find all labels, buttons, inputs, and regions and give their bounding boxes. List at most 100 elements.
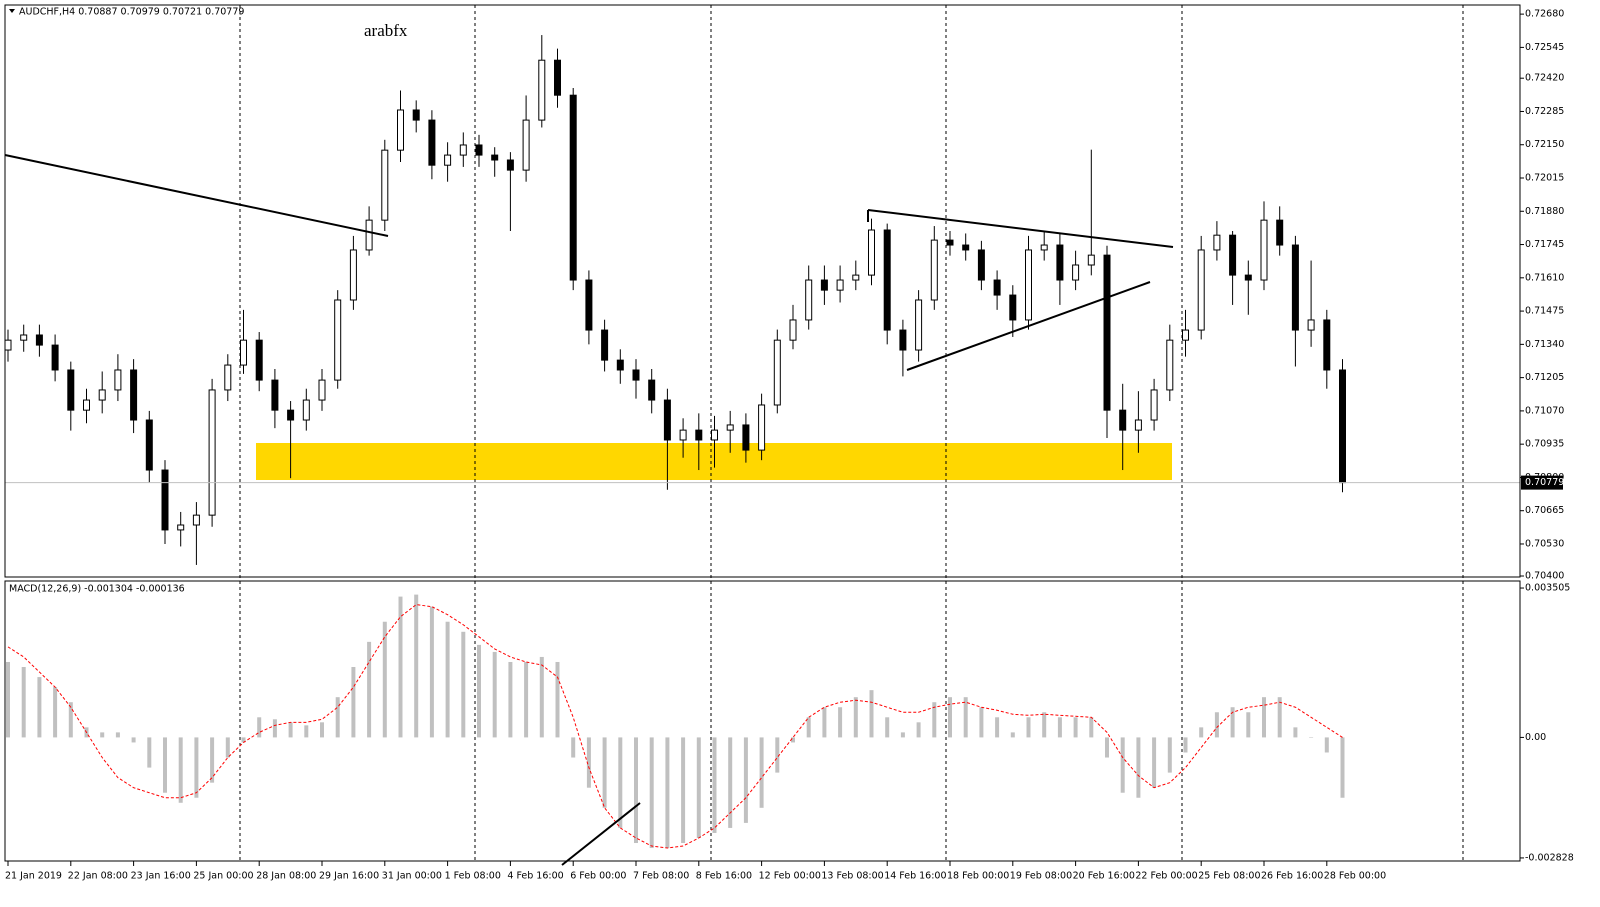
candle-body (1056, 244, 1064, 281)
candle-body (35, 334, 43, 346)
trend-line (561, 802, 641, 866)
macd-bar (21, 667, 26, 738)
candle-body (742, 424, 750, 451)
macd-bar (1057, 717, 1062, 738)
signal-line (7, 604, 1343, 849)
macd-bar (225, 737, 230, 758)
candle-body (632, 369, 640, 381)
macd-bar (241, 737, 246, 743)
macd-bar (539, 656, 544, 738)
candle-body (130, 369, 138, 421)
x-tick-label: 23 Jan 16:00 (131, 871, 191, 882)
macd-bar (382, 621, 387, 738)
macd-bar (1073, 717, 1078, 738)
plot (4, 35, 1520, 849)
candle-body (318, 379, 326, 401)
macd-bar (147, 737, 152, 768)
macd-bar (210, 737, 215, 783)
panel-marker (9, 9, 15, 13)
candle-body (334, 299, 342, 381)
macd-bar (100, 732, 105, 738)
candle-body (1025, 249, 1032, 321)
macd-bar (618, 737, 623, 828)
x-tick-label: 22 Jan 08:00 (68, 871, 128, 882)
macd-bar (477, 644, 481, 738)
macd-bar (53, 687, 58, 738)
macd-bar (555, 661, 560, 738)
macd-bar (743, 737, 748, 823)
macd-bar (649, 737, 654, 849)
x-tick-label: 28 Feb 00:00 (1324, 871, 1386, 882)
x-tick-label: 25 Feb 08:00 (1198, 871, 1260, 882)
macd-bar (681, 737, 686, 844)
candle-body (1103, 254, 1111, 411)
macd-bar (1214, 712, 1219, 738)
candle-body (1182, 329, 1189, 341)
candle-body (1119, 409, 1127, 431)
macd-bar (759, 737, 764, 808)
macd-bar (712, 737, 717, 833)
candle-body (1009, 294, 1017, 321)
macd-bar (1246, 712, 1251, 738)
candle-body (758, 404, 766, 451)
candle-body (1339, 369, 1346, 484)
macd-panel-frame (4, 580, 1521, 862)
candle-body (1150, 389, 1158, 421)
y-tick-label: 0.71340 (1525, 339, 1564, 350)
candle-body (114, 369, 122, 391)
drawings (4, 154, 1174, 866)
candle-body (224, 364, 232, 391)
y-tick-label: 0.71475 (1525, 306, 1564, 317)
candle-body (4, 339, 12, 351)
candle-body (302, 399, 310, 421)
candle-body (1291, 244, 1299, 331)
macd-bar (885, 717, 890, 738)
macd-bar (335, 697, 340, 738)
macd-bar (1089, 717, 1094, 738)
macd-bar (1136, 737, 1141, 798)
candle-body (459, 144, 467, 156)
macd-bar (163, 737, 167, 793)
candle-body (569, 94, 577, 281)
macd-bar (979, 707, 984, 738)
candle-body (1276, 219, 1284, 246)
current-price-box (1521, 475, 1563, 490)
macd-bar (1120, 737, 1125, 793)
y-tick-label: 0.71610 (1525, 272, 1564, 283)
y-tick-label: 0.71070 (1525, 405, 1564, 416)
macd-bar (1042, 712, 1047, 738)
candle-body (491, 154, 499, 161)
x-tick-label: 21 Jan 2019 (5, 871, 62, 882)
y-tick-label: 0.00 (1525, 732, 1546, 743)
macd-bar (37, 677, 42, 738)
candle-body (192, 514, 200, 526)
y-tick-label: 0.72420 (1525, 73, 1564, 84)
candle-body (51, 344, 59, 371)
macd-bar (524, 661, 529, 738)
candle-body (1323, 319, 1331, 371)
y-tick-label: 0.70400 (1525, 571, 1564, 582)
trend-line (4, 154, 389, 237)
macd-bar (948, 697, 952, 738)
x-tick-label: 13 Feb 08:00 (821, 871, 883, 882)
macd-bar (1010, 732, 1015, 738)
candle-body (1072, 264, 1080, 281)
x-tick-label: 28 Jan 08:00 (256, 871, 316, 882)
candle-body (773, 339, 781, 406)
candle-body (695, 429, 703, 441)
macd-bar (869, 690, 874, 738)
macd-bar (696, 737, 701, 838)
macd-bar (1230, 707, 1235, 738)
macd-bar (398, 596, 403, 738)
macd-bar (1105, 737, 1109, 758)
macd-bar (1152, 737, 1157, 788)
macd-bar (571, 737, 576, 758)
candle-body (820, 279, 828, 291)
macd-bar (68, 702, 73, 738)
macd-bar (445, 621, 450, 738)
candle-body (899, 329, 907, 351)
y-tick-label: 0.72680 (1525, 9, 1564, 20)
candle-body (852, 274, 860, 281)
candle-body (679, 429, 687, 441)
x-tick-label: 1 Feb 08:00 (445, 871, 501, 882)
